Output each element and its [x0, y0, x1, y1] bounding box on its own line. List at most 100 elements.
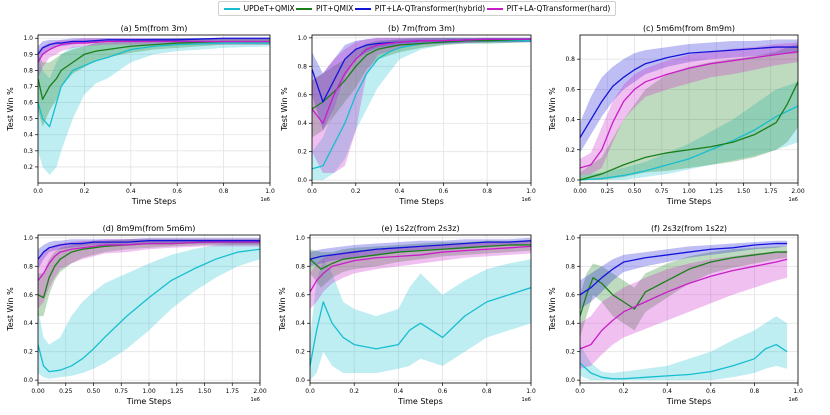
x-tick-label: 1.50 [737, 188, 751, 195]
x-tick-label: 0.4 [394, 388, 404, 395]
x-tick-label: 0.4 [395, 188, 405, 195]
chart-title: (b) 7m(from 3m) [388, 24, 455, 33]
line-pit-la-qtransformer-hybrid [580, 242, 788, 296]
chart-title: (e) 1s2z(from 2s3z) [381, 224, 459, 233]
chart-panel-1: 0.0 0.2 0.4 0.6 0.8 1.0 0.2 0.3 0.4 0.5 0.6 0.7 0.8 0… [6, 24, 275, 206]
line-pit-la-qtransformer-hybrid [38, 240, 260, 260]
y-tick-label: 0.6 [565, 86, 575, 93]
axes-frame [37, 34, 271, 184]
y-tick-label: 0.0 [23, 377, 33, 384]
y-tick-label: 0.6 [295, 292, 305, 299]
y-tick-label: 0.8 [297, 63, 307, 70]
y-tick-label: 0.0 [297, 177, 307, 184]
y-tick-label: 0.4 [565, 117, 575, 124]
y-tick-label: 0.6 [297, 92, 307, 99]
axes-frame [311, 34, 532, 184]
axes-frame [579, 234, 799, 384]
line-pit-la-qtransformer-hybrid [580, 46, 798, 139]
x-tick-label: 0.2 [80, 188, 90, 195]
x-tick-label: 0.00 [31, 388, 45, 395]
x-offset-label: 1e6 [789, 197, 798, 203]
axes-frame [579, 34, 799, 184]
band-updet-qmix [580, 316, 788, 381]
line-pit-qmix [312, 38, 531, 110]
line-pit-la-qtransformer-hard [312, 38, 531, 124]
x-tick-label: 1.50 [198, 388, 212, 395]
y-tick-label: 0.3 [23, 148, 33, 155]
chart-title: (d) 8m9m(from 5m6m) [103, 224, 196, 233]
chart-title: (c) 5m6m(from 8m9m) [643, 24, 735, 33]
band-pit-qmix [310, 240, 531, 288]
x-tick-label: 0.0 [575, 388, 585, 395]
x-tick-label: 0.4 [662, 388, 672, 395]
y-tick-label: 0.2 [565, 349, 575, 356]
legend-label: PIT+QMIX [316, 4, 354, 13]
x-tick-label: 1.0 [265, 188, 275, 195]
x-tick-label: 1.75 [764, 188, 778, 195]
line-pit-la-qtransformer-hard [38, 40, 270, 63]
band-pit-la-qtransformer-hard [580, 250, 788, 369]
chart-legend: UPDeT+QMIX PIT+QMIX PIT+LA-QTransformer(hy… [218, 1, 616, 16]
plot-area [580, 39, 798, 181]
x-axis-label: Time Steps [666, 197, 712, 206]
y-tick-label: 1.0 [23, 235, 33, 242]
chart-title: (f) 2s3z(from 1s2z) [651, 224, 727, 233]
axes-frame [309, 234, 532, 384]
x-axis-label: Time Steps [398, 197, 444, 206]
x-tick-label: 0.75 [115, 388, 129, 395]
band-pit-la-qtransformer-hard [38, 239, 260, 309]
y-axis-label: Test Win % [6, 87, 15, 132]
y-tick-label: 0.8 [23, 263, 33, 270]
chart-panel-4: 0.00 0.25 0.50 0.75 1.00 1.25 1.50 1.75 2.00 0.0 0… [6, 224, 267, 406]
band-pit-la-qtransformer-hard [38, 38, 270, 79]
x-tick-label: 0.8 [750, 388, 760, 395]
y-tick-label: 0.2 [23, 164, 33, 171]
y-tick-label: 0.4 [565, 320, 575, 327]
x-tick-label: 0.25 [59, 388, 73, 395]
x-tick-label: 0.2 [619, 388, 629, 395]
y-tick-label: 0.0 [565, 377, 575, 384]
y-tick-label: 0.8 [295, 263, 305, 270]
line-pit-qmix [580, 81, 798, 181]
x-tick-label: 0.50 [628, 188, 642, 195]
y-tick-label: 0.8 [565, 56, 575, 63]
x-tick-label: 1.00 [142, 388, 156, 395]
x-tick-label: 1.0 [793, 388, 803, 395]
y-tick-label: 0.2 [23, 349, 33, 356]
y-axis-label: Test Win % [278, 287, 287, 332]
band-pit-la-qtransformer-hard [580, 42, 798, 176]
y-tick-label: 0.8 [565, 263, 575, 270]
line-pit-qmix [38, 40, 270, 100]
y-tick-label: 0.4 [23, 132, 33, 139]
x-tick-label: 0.8 [482, 188, 492, 195]
x-tick-label: 0.6 [438, 388, 448, 395]
x-tick-label: 0.0 [305, 388, 315, 395]
band-updet-qmix [38, 38, 270, 175]
y-tick-label: 0.4 [23, 320, 33, 327]
y-axis-label: Test Win % [548, 87, 557, 132]
plot-area [38, 37, 270, 175]
y-tick-label: 0.6 [23, 100, 33, 107]
x-tick-label: 0.8 [219, 188, 229, 195]
x-tick-label: 0.6 [706, 388, 716, 395]
y-tick-label: 0.6 [565, 292, 575, 299]
y-tick-label: 0.4 [295, 320, 305, 327]
band-pit-la-qtransformer-hybrid [310, 237, 531, 267]
x-tick-label: 1.25 [170, 388, 184, 395]
x-tick-label: 0.2 [349, 388, 359, 395]
y-tick-label: 0.4 [297, 120, 307, 127]
line-updet-qmix [38, 248, 260, 373]
band-updet-qmix [580, 81, 798, 180]
x-axis-label: Time Steps [397, 397, 443, 406]
y-tick-label: 0.9 [23, 51, 33, 58]
y-tick-label: 0.2 [297, 149, 307, 156]
y-tick-label: 0.6 [23, 292, 33, 299]
line-pit-la-qtransformer-hard [38, 241, 260, 281]
x-tick-label: 1.75 [226, 388, 240, 395]
chart-panel-6: 0.0 0.2 0.4 0.6 0.8 1.0 0.0 0.2 0.4 0.6 0.8 1.0 (f) … [548, 224, 803, 406]
x-tick-label: 1.0 [526, 188, 536, 195]
y-tick-label: 1.0 [297, 35, 307, 42]
x-tick-label: 0.00 [573, 188, 587, 195]
chart-panel-2: 0.0 0.2 0.4 0.6 0.8 1.0 0.0 0.2 0.4 0.6 0.8 1.0 (b) … [280, 24, 536, 206]
